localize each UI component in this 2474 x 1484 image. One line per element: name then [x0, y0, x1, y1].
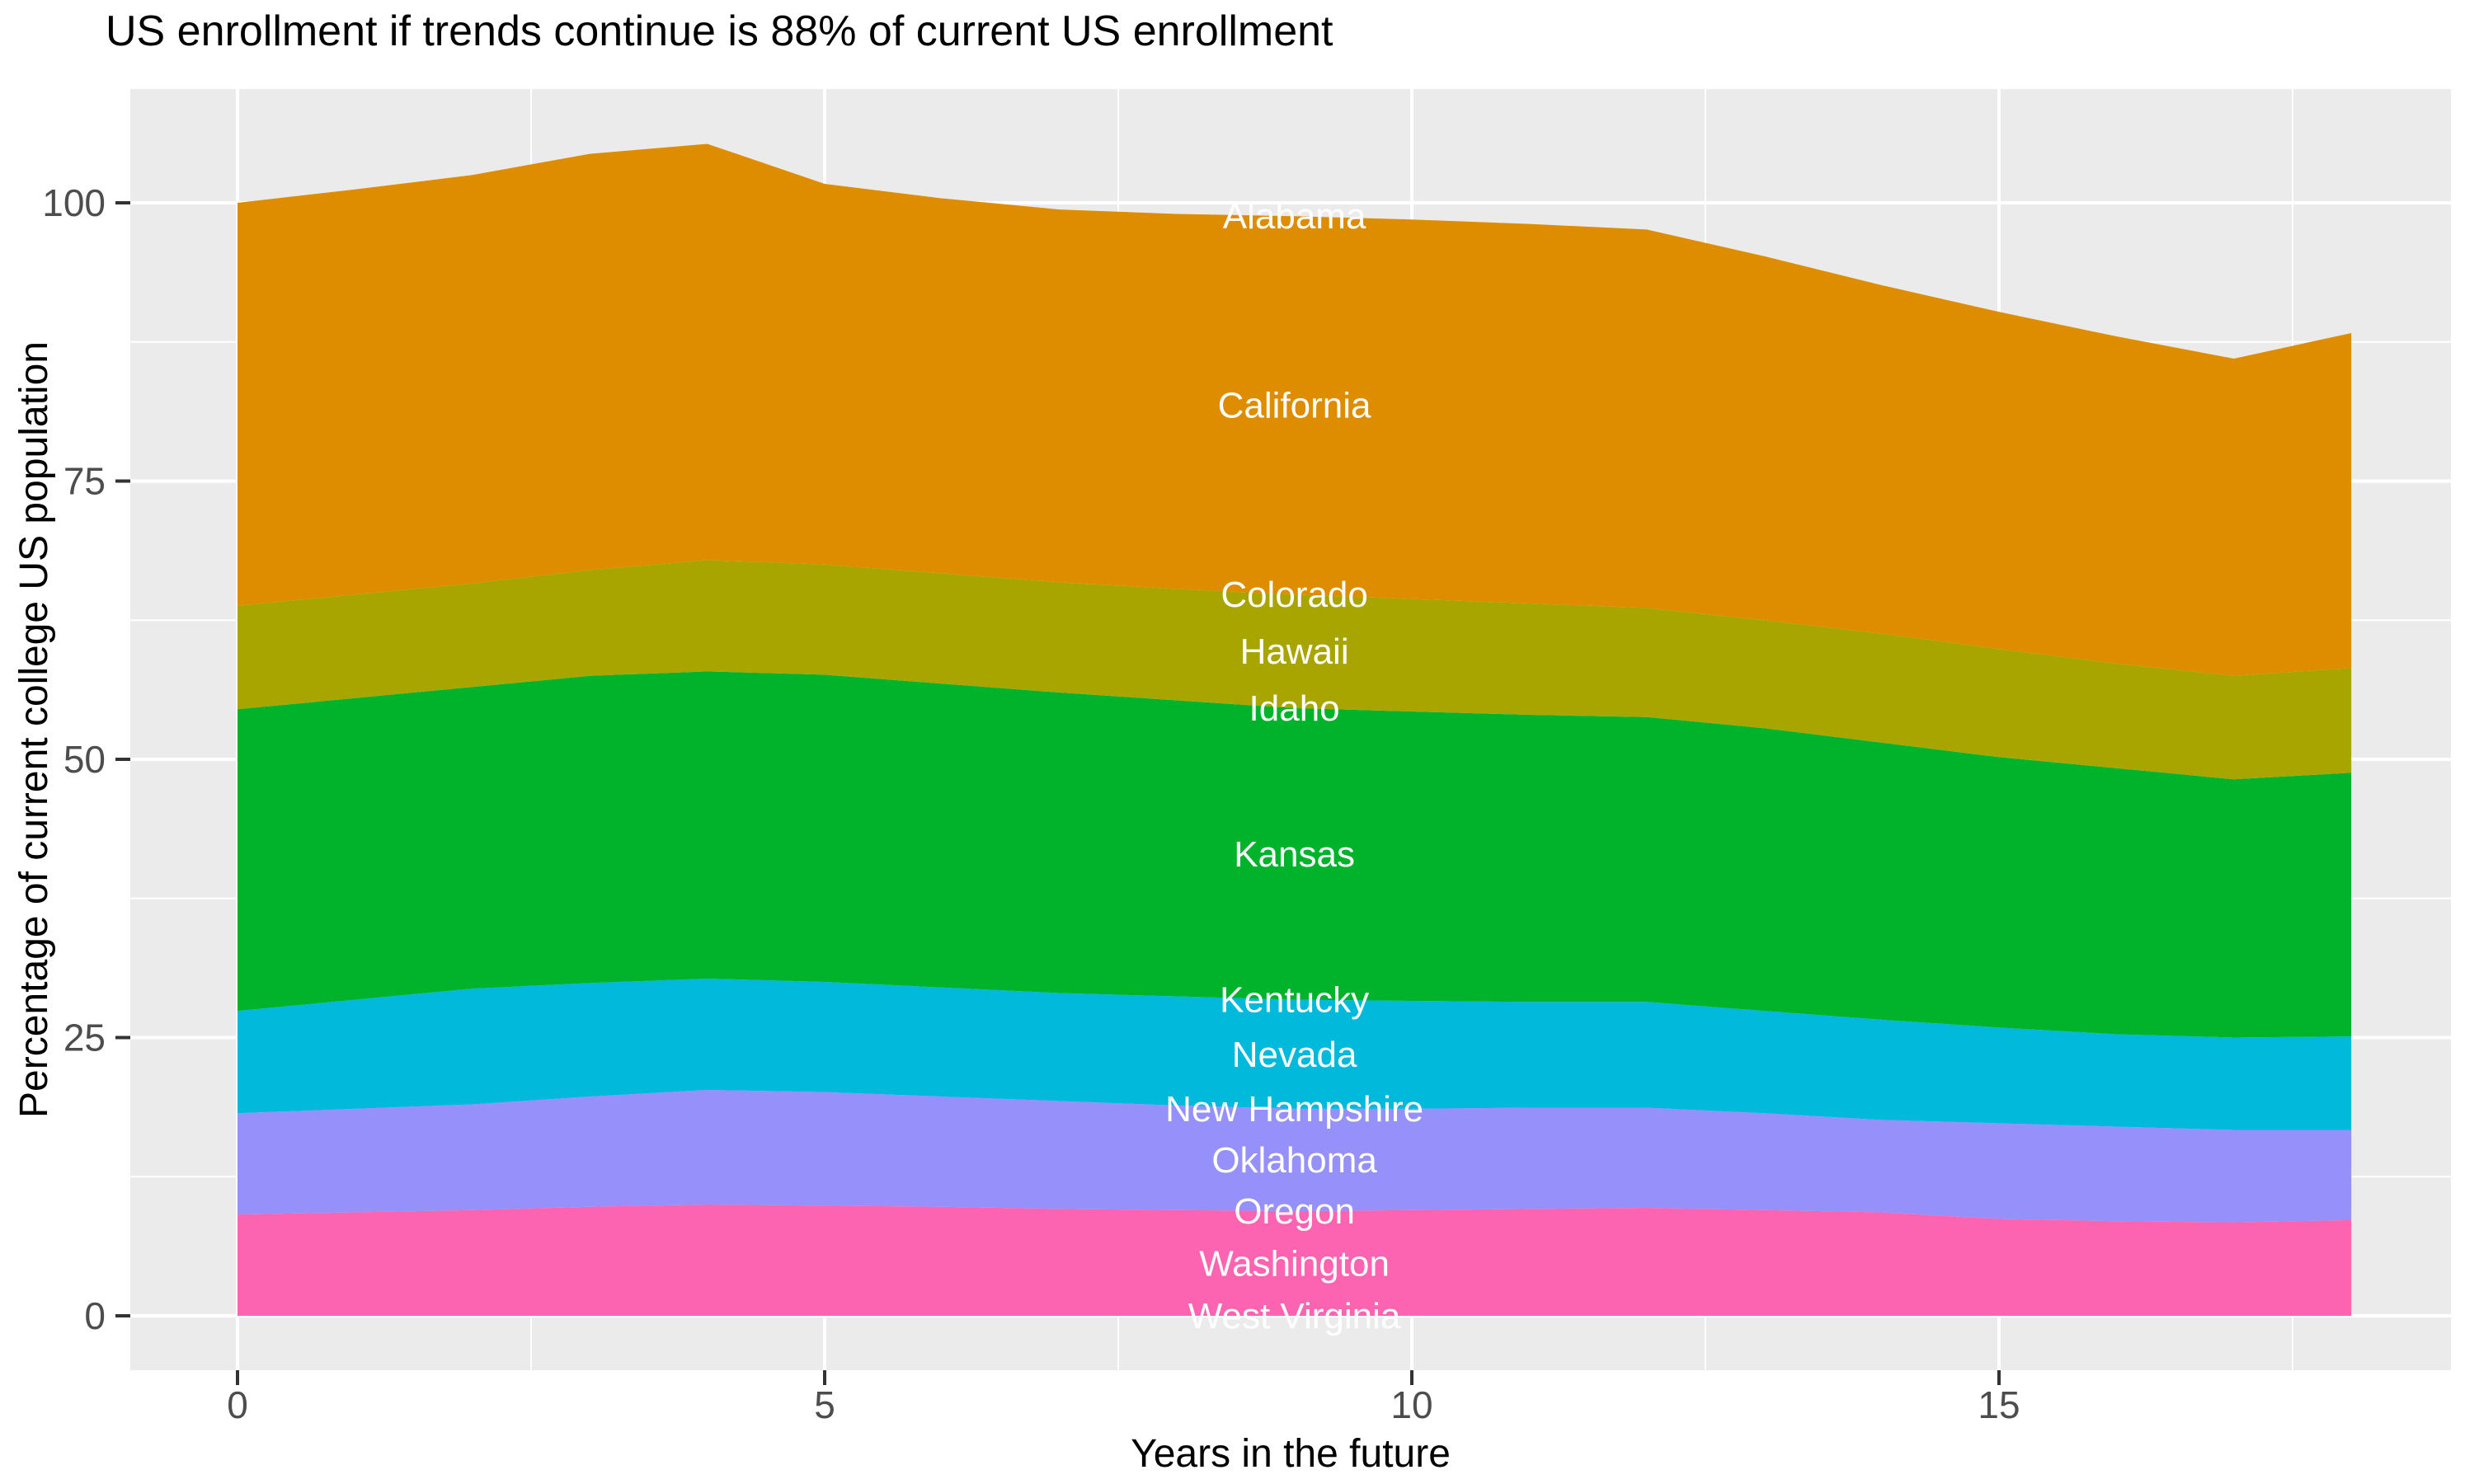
- area-oklahoma: [238, 1089, 2352, 1223]
- band-label-kentucky: Kentucky: [1220, 980, 1369, 1021]
- y-tick-label: 50: [63, 738, 106, 781]
- band-label-washington: Washington: [1199, 1244, 1390, 1284]
- area-hawaii: [238, 560, 2352, 780]
- x-tick-label: 10: [1390, 1383, 1432, 1426]
- band-label-california: California: [1218, 386, 1371, 426]
- area-kansas: [238, 671, 2352, 1038]
- band-label-idaho: Idaho: [1249, 688, 1340, 729]
- band-label-west-virginia: West Virginia: [1188, 1296, 1401, 1336]
- band-label-alabama: Alabama: [1223, 196, 1366, 237]
- x-tick-label: 0: [227, 1383, 248, 1426]
- y-tick-label: 75: [63, 460, 106, 503]
- x-axis-title: Years in the future: [1131, 1432, 1451, 1476]
- y-tick-label: 100: [42, 181, 106, 224]
- band-label-hawaii: Hawaii: [1240, 632, 1349, 672]
- chart-title: US enrollment if trends continue is 88% …: [106, 7, 1333, 55]
- area-washington: [238, 1205, 2352, 1316]
- band-label-nevada: Nevada: [1232, 1035, 1357, 1075]
- band-label-oklahoma: Oklahoma: [1211, 1140, 1377, 1181]
- band-label-kansas: Kansas: [1234, 834, 1355, 875]
- y-axis-title: Percentage of current college US populat…: [12, 341, 56, 1118]
- y-tick-label: 0: [84, 1294, 106, 1337]
- band-label-colorado: Colorado: [1221, 575, 1368, 615]
- y-tick-label: 25: [63, 1017, 106, 1059]
- area-nevada: [238, 978, 2352, 1130]
- x-tick-label: 5: [814, 1383, 835, 1426]
- x-tick-label: 15: [1978, 1383, 2020, 1426]
- band-label-oregon: Oregon: [1234, 1191, 1355, 1232]
- band-label-new-hampshire: New Hampshire: [1165, 1089, 1423, 1129]
- area-california: [238, 143, 2352, 676]
